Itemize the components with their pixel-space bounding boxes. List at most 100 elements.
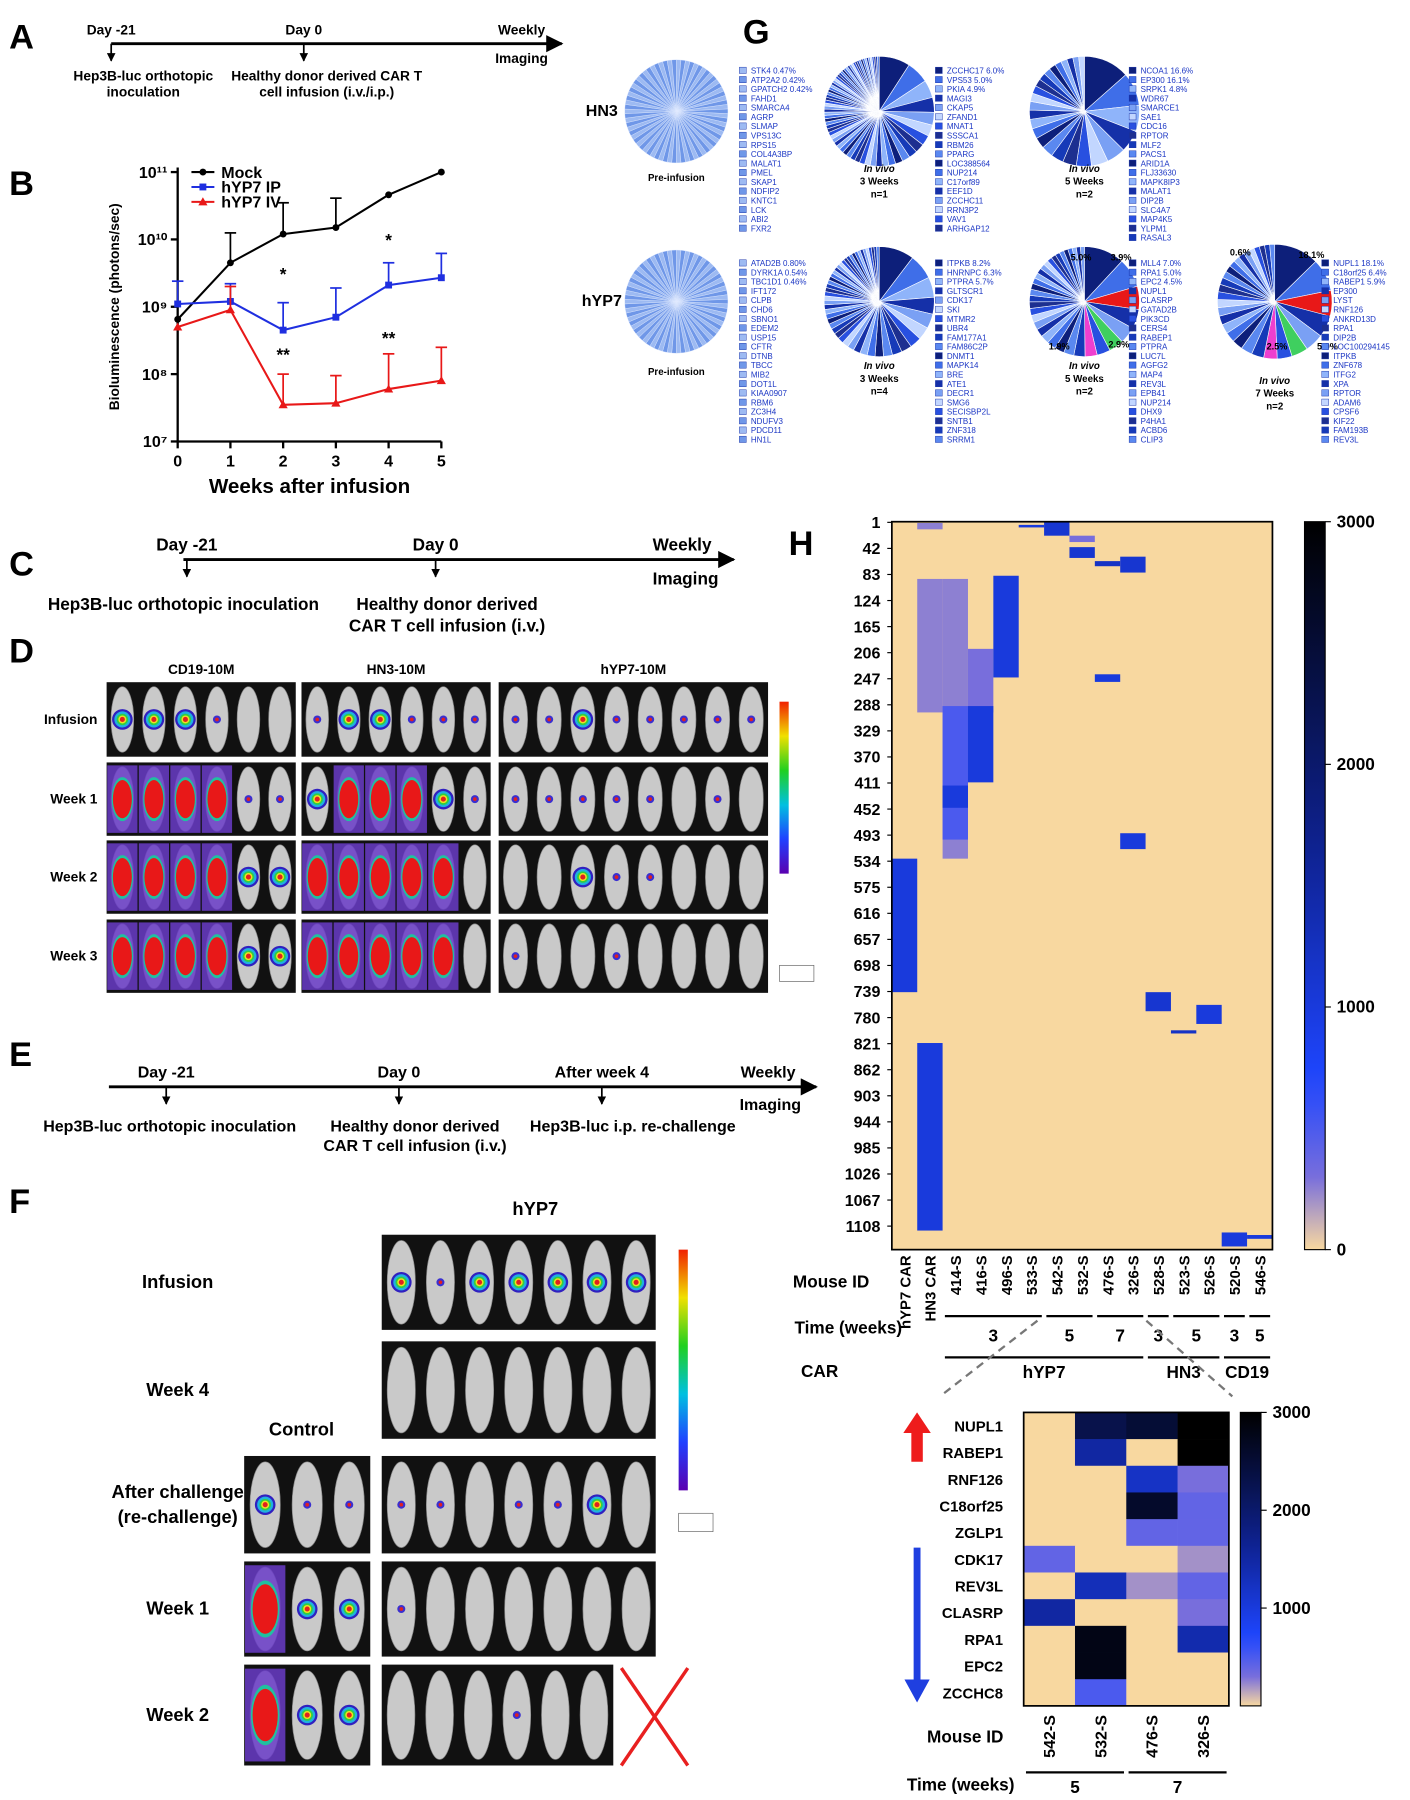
pie-slice <box>877 56 880 112</box>
group-label: 7 <box>1115 1325 1125 1345</box>
signal <box>278 797 282 801</box>
column-header: HN3-10M <box>367 662 426 677</box>
signal <box>409 717 414 722</box>
y-tick-label: 329 <box>854 723 881 741</box>
heatmap-cell <box>1074 1625 1127 1653</box>
y-tick-label: 657 <box>854 931 881 949</box>
signal <box>252 1688 278 1742</box>
gene-swatch <box>739 85 747 93</box>
gene-label: WDR67 <box>1141 94 1170 103</box>
pie-caption: n=2 <box>1266 401 1284 412</box>
mouse-image <box>244 1561 371 1657</box>
gene-label: KNTC1 <box>751 196 778 205</box>
gene-swatch <box>935 150 943 158</box>
mouse <box>386 1670 416 1760</box>
signal <box>648 875 653 879</box>
signal <box>175 937 195 976</box>
gene-swatch <box>935 215 943 223</box>
gene-swatch <box>739 159 747 167</box>
gene-swatch <box>1128 287 1137 295</box>
gene-swatch <box>1128 104 1137 111</box>
gene-swatch <box>1321 352 1329 360</box>
data-point <box>385 281 393 289</box>
x-tick-label: 523-S <box>1177 1255 1193 1295</box>
signal <box>594 1279 600 1285</box>
signal <box>315 717 320 722</box>
x-tick-label: 533-S <box>1025 1255 1041 1295</box>
gene-label: RABEP1 <box>1141 333 1173 342</box>
gene-swatch <box>1321 361 1329 369</box>
gene-label: UBR4 <box>947 324 969 333</box>
mouse <box>671 766 697 832</box>
x-tick-label: 476-S <box>1101 1255 1117 1295</box>
gene-swatch <box>1321 287 1329 295</box>
pie <box>1029 246 1140 357</box>
gene-swatch <box>739 66 747 74</box>
timeline-label: Weekly <box>741 1064 796 1082</box>
group-label: 3 <box>989 1325 999 1345</box>
mouse-image <box>381 1664 614 1766</box>
mouse <box>504 1566 534 1652</box>
row-label: EPC2 <box>964 1660 1003 1676</box>
x-axis-label: Weeks after infusion <box>209 475 410 498</box>
heatmap-cell <box>1177 1545 1230 1573</box>
signal <box>473 797 477 801</box>
gene-swatch <box>739 122 747 130</box>
heatmap-cell <box>1023 1545 1076 1573</box>
gene-swatch <box>739 305 747 313</box>
signal <box>277 874 283 880</box>
gene-label: ZNF318 <box>947 426 976 435</box>
row-label: REV3L <box>955 1580 1003 1596</box>
pie <box>823 56 935 167</box>
y-tick-label: 780 <box>854 1009 881 1027</box>
row-label: Infusion <box>142 1271 213 1292</box>
mouse <box>465 1566 495 1652</box>
heatmap-cell <box>1126 1492 1178 1520</box>
row-label: CDK17 <box>954 1553 1003 1569</box>
group-label: CD19 <box>1225 1362 1269 1382</box>
gene-swatch <box>935 224 943 232</box>
heatmap-cell <box>917 1043 943 1231</box>
gene-swatch <box>1128 408 1137 415</box>
series-line <box>176 171 442 321</box>
colorbar-label: 2000 <box>1337 754 1375 774</box>
x-tick-label: 414-S <box>949 1255 965 1295</box>
heatmap-cell <box>1023 1652 1076 1680</box>
gene-label: VAV1 <box>947 215 967 224</box>
gene-swatch <box>1321 268 1329 276</box>
colorbar-label: 3000 <box>1272 1402 1310 1422</box>
gene-swatch <box>1128 417 1137 425</box>
gene-swatch <box>1321 315 1329 323</box>
gene-swatch <box>739 224 747 232</box>
gene-swatch <box>935 287 943 295</box>
gene-label: KIAA0907 <box>751 389 788 398</box>
signal <box>477 1279 483 1285</box>
gene-label: SMG6 <box>947 398 970 407</box>
gene-swatch <box>1321 398 1329 406</box>
mouse-image <box>106 682 296 757</box>
x-tick-label: 532-S <box>1076 1255 1092 1295</box>
signal <box>144 937 164 976</box>
row-label: C18orf25 <box>939 1500 1003 1516</box>
data-point <box>437 274 445 282</box>
gene-swatch <box>1128 150 1137 158</box>
signal <box>182 716 188 722</box>
signal <box>262 1502 268 1508</box>
gene-label: NDFIP2 <box>751 187 780 196</box>
data-point <box>198 197 208 206</box>
row-label: Week 2 <box>50 870 97 885</box>
gene-swatch <box>1128 224 1137 232</box>
heatmap-cell <box>1074 1465 1127 1493</box>
gene-swatch <box>739 169 747 176</box>
y-tick-label: 452 <box>854 801 881 819</box>
mouse <box>738 923 764 989</box>
gene-swatch <box>739 113 747 121</box>
mouse <box>671 844 697 910</box>
gene-label: MLF2 <box>1141 141 1162 150</box>
gene-swatch <box>935 268 943 276</box>
y-tick-label: 1108 <box>846 1218 881 1236</box>
axis-label: Mouse ID <box>793 1271 869 1291</box>
gene-swatch <box>935 361 943 369</box>
gene-label: PMEL <box>751 169 773 178</box>
heatmap-cell <box>1074 1679 1127 1707</box>
